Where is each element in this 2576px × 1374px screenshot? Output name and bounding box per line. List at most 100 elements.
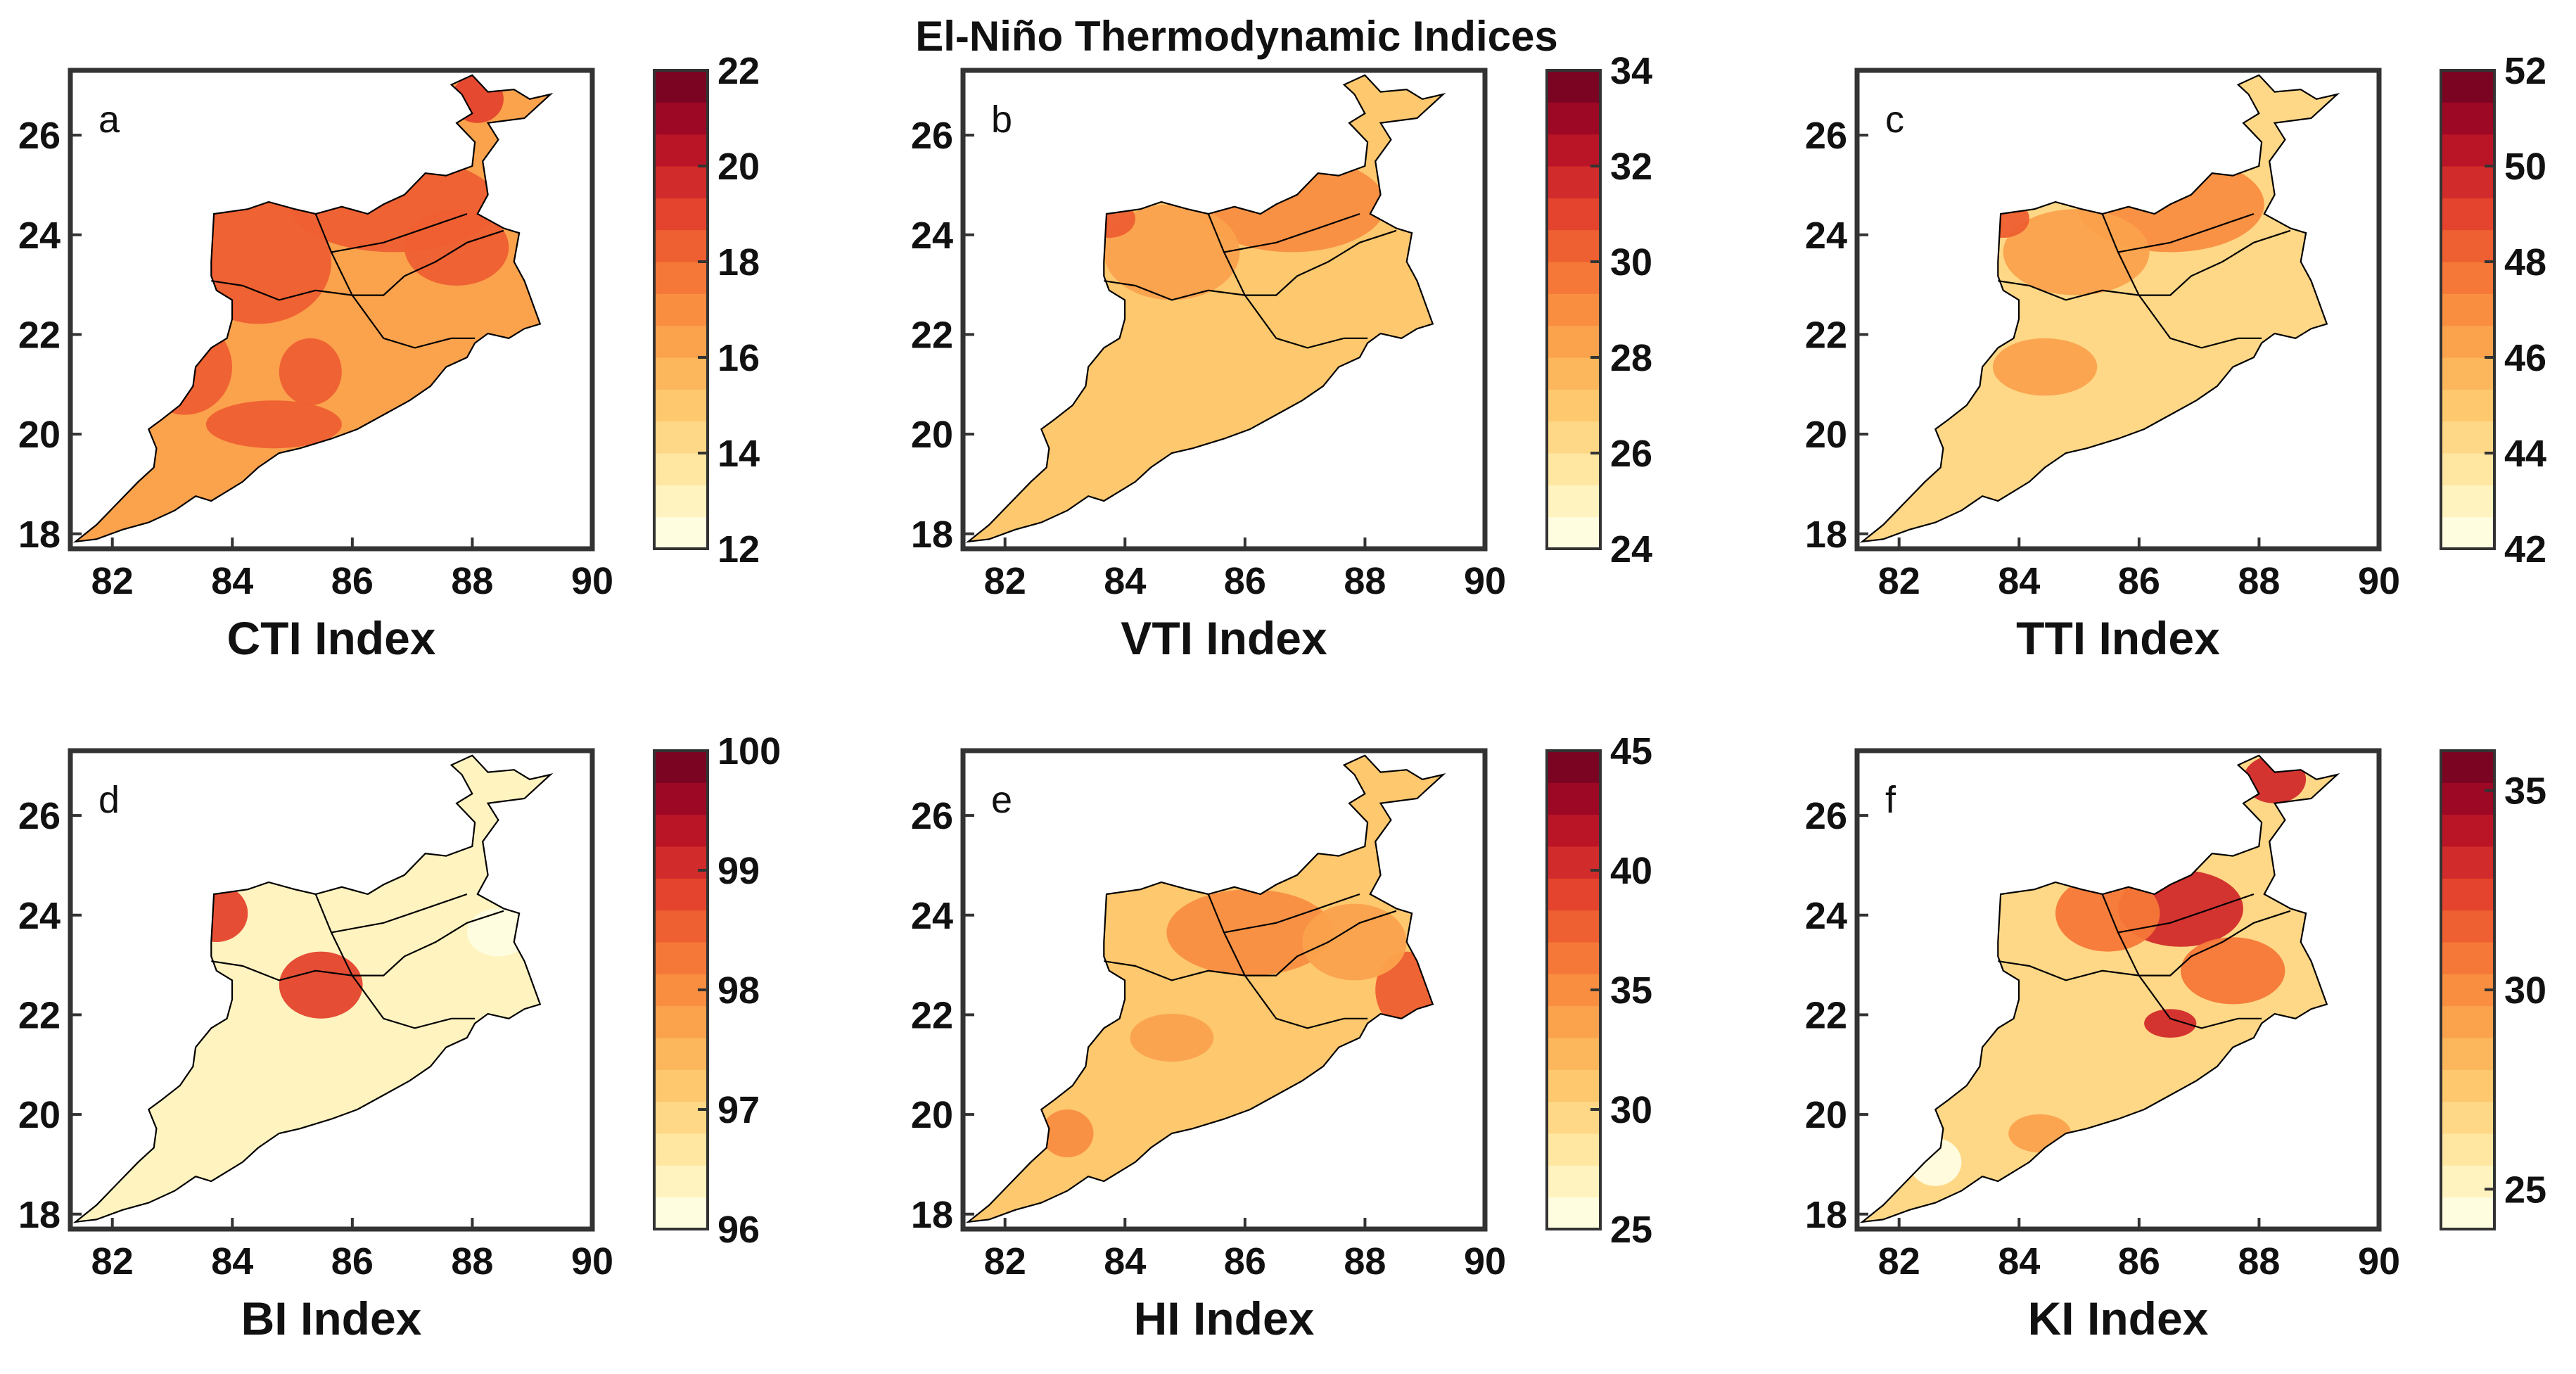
- colorbar-segment: [654, 229, 708, 262]
- colorbar-tick-label: 24: [1610, 528, 1652, 571]
- contour-patch: [2274, 271, 2327, 348]
- colorbar-tick-label: 30: [1610, 1089, 1652, 1131]
- colorbar-tick-label: 28: [1610, 337, 1652, 379]
- x-tick-label: 84: [1998, 560, 2040, 602]
- colorbar-tick-label: 30: [2504, 969, 2546, 1012]
- x-tick-label: 86: [331, 1240, 374, 1283]
- colorbar-segment: [1547, 166, 1600, 198]
- map-axes-frame: [1854, 748, 2382, 1232]
- colorbar-segment: [1547, 814, 1600, 847]
- x-tick-label: 88: [1344, 1240, 1386, 1283]
- panel-xlabel: VTI Index: [1121, 612, 1327, 664]
- x-tick-label: 82: [984, 1240, 1026, 1283]
- colorbar-tick-label: 50: [2504, 146, 2546, 188]
- contour-patch: [466, 908, 530, 957]
- y-tick-label: 26: [1805, 115, 1847, 157]
- colorbar-segment: [654, 878, 708, 911]
- map-axes-frame: [960, 68, 1488, 552]
- contour-patch: [2003, 209, 2150, 295]
- y-tick-label: 24: [18, 215, 60, 257]
- x-tick-label: 90: [571, 1240, 613, 1283]
- state-boundary: [1104, 229, 1397, 301]
- contour-patch: [2243, 755, 2307, 803]
- state-boundary: [331, 212, 468, 253]
- panel-letter: e: [991, 779, 1012, 821]
- colorbar-segment: [654, 485, 708, 518]
- panel-tti: c 82 84 86 88 90 18 20 22 24 26 TTI Index 42 44 46 48 50…: [1805, 50, 2546, 664]
- colorbar-tick-label: 100: [718, 730, 781, 772]
- x-tick-label: 86: [331, 560, 374, 602]
- state-boundary: [1104, 910, 1397, 981]
- colorbar-segment: [1547, 1069, 1600, 1102]
- colorbar-segment: [2441, 1038, 2494, 1070]
- colorbar-segment: [654, 134, 708, 167]
- y-tick-label: 24: [1805, 215, 1847, 257]
- colorbar-segment: [2441, 293, 2494, 326]
- colorbar-segment: [2441, 485, 2494, 518]
- colorbar-segment: [1547, 1133, 1600, 1166]
- colorbar-segment: [1547, 485, 1600, 518]
- colorbar-tick-label: 98: [718, 969, 760, 1012]
- y-tick-label: 22: [18, 314, 60, 356]
- colorbar-segment: [2441, 751, 2494, 783]
- colorbar-segment: [654, 357, 708, 390]
- colorbar-segment: [654, 814, 708, 847]
- panel-xlabel: KI Index: [2028, 1292, 2209, 1344]
- region-fill: [75, 75, 551, 542]
- region-outline: [1859, 74, 2340, 543]
- colorbar-tick-label: 18: [718, 241, 760, 284]
- contour-patch: [1104, 204, 1240, 300]
- x-tick-label: 88: [2238, 1240, 2280, 1283]
- colorbar-segment: [654, 1101, 708, 1134]
- region-outline: [72, 74, 554, 543]
- colorbar-segment: [654, 166, 708, 198]
- colorbar-segment: [654, 942, 708, 974]
- colorbar-segment: [1547, 262, 1600, 294]
- state-boundary: [211, 910, 504, 981]
- panel-letter: b: [991, 98, 1012, 141]
- contour-patch: [451, 75, 504, 123]
- y-tick-label: 18: [18, 514, 60, 556]
- colorbar-segment: [2441, 166, 2494, 198]
- contour-patch: [1166, 889, 1334, 976]
- colorbar-segment: [2441, 814, 2494, 847]
- map-axes-frame: [68, 68, 595, 552]
- contour-patch: [1909, 414, 1994, 492]
- colorbar-frame: [2440, 69, 2496, 550]
- colorbar-tick-label: 35: [1610, 969, 1652, 1012]
- panel-xlabel: TTI Index: [2016, 612, 2220, 664]
- x-tick-label: 90: [2358, 560, 2400, 602]
- x-tick-label: 90: [571, 560, 613, 602]
- y-tick-label: 18: [911, 1194, 953, 1236]
- contour-patch: [1909, 1138, 1962, 1186]
- y-tick-label: 20: [18, 414, 60, 456]
- x-tick-label: 90: [1464, 560, 1506, 602]
- colorbar-segment: [654, 293, 708, 326]
- y-tick-label: 22: [1805, 994, 1847, 1036]
- colorbar-segment: [654, 421, 708, 454]
- panel-xlabel: BI Index: [241, 1292, 422, 1344]
- colorbar-segment: [654, 1133, 708, 1166]
- region-fill: [1862, 75, 2338, 542]
- x-tick-label: 84: [1104, 560, 1146, 602]
- colorbar-segment: [1547, 453, 1600, 485]
- colorbar-segment: [654, 70, 708, 103]
- panel-letter: a: [98, 98, 120, 141]
- colorbar-segment: [2441, 1133, 2494, 1166]
- map-axes-frame: [68, 748, 595, 1232]
- colorbar-segment: [654, 262, 708, 294]
- x-tick-label: 84: [211, 560, 253, 602]
- colorbar-tick-label: 96: [718, 1209, 760, 1251]
- y-tick-label: 18: [911, 514, 953, 556]
- colorbar-segment: [2441, 134, 2494, 167]
- contour-patch: [279, 338, 342, 405]
- colorbar-tick-label: 32: [1610, 146, 1652, 188]
- y-tick-label: 22: [1805, 314, 1847, 356]
- contour-patch: [2013, 1018, 2118, 1095]
- x-tick-label: 82: [984, 560, 1026, 602]
- x-tick-label: 90: [2358, 1240, 2400, 1283]
- colorbar-tick-label: 20: [718, 146, 760, 188]
- colorbar-segment: [1547, 134, 1600, 167]
- colorbar-segment: [2441, 102, 2494, 135]
- y-tick-label: 22: [911, 994, 953, 1036]
